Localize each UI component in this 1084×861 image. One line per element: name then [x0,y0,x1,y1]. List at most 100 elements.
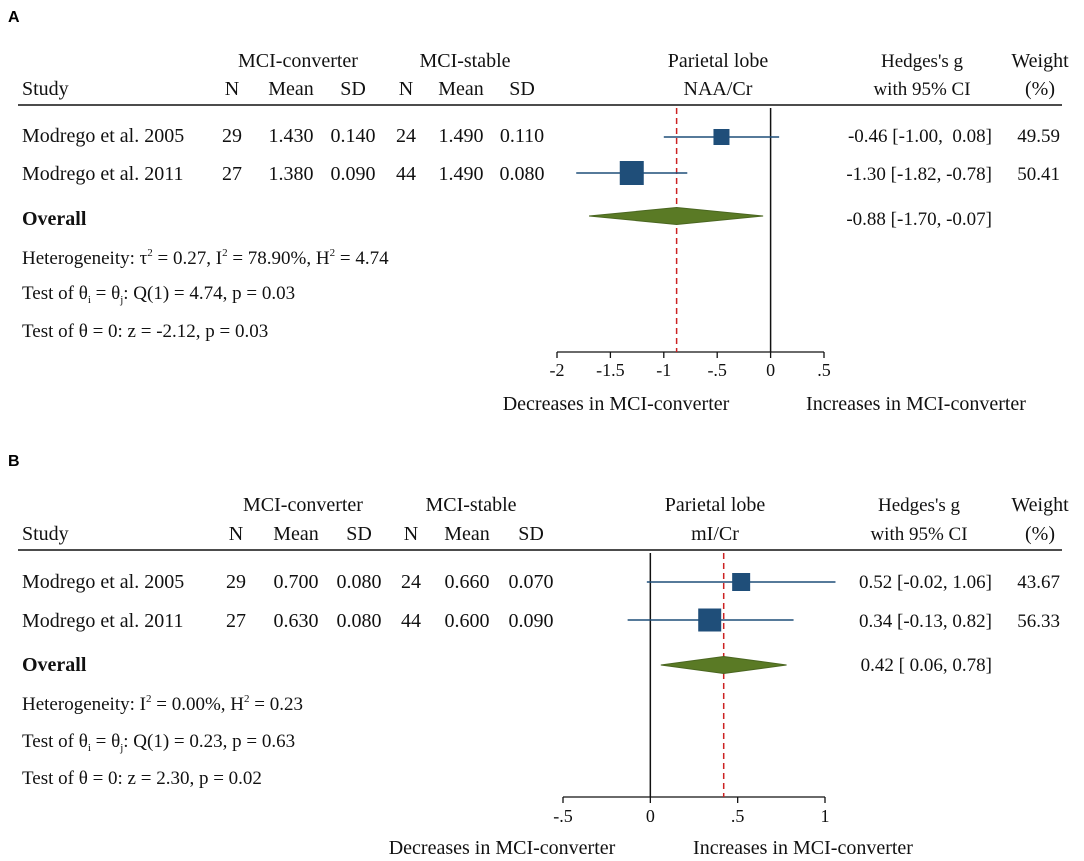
x-tick-label: .5 [731,806,745,826]
stab-sd: 0.080 [500,163,545,185]
effect-header-line1: Hedges's g [878,495,961,516]
col-header-mean: Mean [268,78,314,100]
x-tick-label: 0 [646,806,655,826]
table-row: Modrego et al. 2011 27 1.380 0.090 44 1.… [22,163,1060,185]
col-header-sd: SD [509,78,535,100]
stab-sd: 0.070 [509,571,554,593]
stab-mean: 0.600 [445,610,490,632]
x-label-right: Increases in MCI-converter [806,393,1026,415]
study-name: Modrego et al. 2005 [22,571,184,593]
x-tick-label: -2 [550,360,565,380]
forest-plot-area: -.5 0 .5 1 [553,553,836,826]
q-test-text: Test of θi = θj: Q(1) = 0.23, p = 0.63 [22,731,295,754]
col-header-n: N [225,78,239,100]
stab-sd: 0.090 [509,610,554,632]
conv-n: 29 [222,125,242,147]
conv-n: 27 [222,163,242,185]
table-row: Modrego et al. 2011 27 0.630 0.080 44 0.… [22,610,1060,632]
conv-n: 29 [226,571,246,593]
col-header-sd: SD [340,78,366,100]
panel-a: A MCI-converter MCI-stable Study N Mean … [8,9,1069,415]
stab-mean: 1.490 [439,163,484,185]
effect-ci: 0.52 [-0.02, 1.06] [859,572,992,593]
x-tick-label: -.5 [707,360,727,380]
conv-sd: 0.080 [337,610,382,632]
plot-title-line2: mI/Cr [691,523,739,545]
effect-header-line1: Hedges's g [881,51,964,72]
overall-label: Overall [22,208,87,230]
plot-title-line1: Parietal lobe [665,494,766,516]
q-test-text: Test of θi = θj: Q(1) = 4.74, p = 0.03 [22,283,295,306]
panel-b: B MCI-converter MCI-stable Study N Mean … [8,453,1069,859]
study-name: Modrego et al. 2011 [22,610,183,632]
overall-diamond [660,655,787,675]
plot-title-line1: Parietal lobe [668,50,769,72]
panel-label: A [8,9,20,26]
stab-mean: 1.490 [439,125,484,147]
col-header-study: Study [22,523,69,545]
overall-diamond [588,206,764,226]
x-tick-label: 1 [821,806,830,826]
group-header-converter: MCI-converter [238,50,358,72]
col-header-n: N [399,78,413,100]
col-header-mean: Mean [444,523,490,545]
stab-n: 44 [396,163,416,185]
panel-label: B [8,453,20,470]
weight-header-line1: Weight [1011,494,1069,516]
weight-header-line2: (%) [1025,78,1055,100]
effect-ci: -0.46 [-1.00, 0.08] [848,126,992,147]
weight-value: 43.67 [1017,572,1060,593]
study-marker [713,129,730,145]
col-header-mean: Mean [273,523,319,545]
z-test-text: Test of θ = 0: z = 2.30, p = 0.02 [22,768,262,789]
study-name: Modrego et al. 2005 [22,125,184,147]
effect-ci: -1.30 [-1.82, -0.78] [846,164,992,185]
table-row: Modrego et al. 2005 29 1.430 0.140 24 1.… [22,125,1060,147]
stab-mean: 0.660 [445,571,490,593]
weight-value: 56.33 [1017,611,1060,632]
effect-ci: 0.34 [-0.13, 0.82] [859,611,992,632]
table-row: Modrego et al. 2005 29 0.700 0.080 24 0.… [22,571,1060,593]
conv-sd: 0.140 [331,125,376,147]
conv-sd: 0.090 [331,163,376,185]
effect-header-line2: with 95% CI [870,524,967,545]
x-tick-label: 0 [766,360,775,380]
col-header-study: Study [22,78,69,100]
x-tick-label: -1.5 [596,360,625,380]
weight-value: 49.59 [1017,126,1060,147]
stab-n: 44 [401,610,421,632]
x-label-right: Increases in MCI-converter [693,837,913,859]
study-name: Modrego et al. 2011 [22,163,183,185]
col-header-mean: Mean [438,78,484,100]
conv-mean: 0.700 [274,571,319,593]
x-tick-label: -1 [656,360,671,380]
group-header-stable: MCI-stable [419,50,510,72]
study-marker [732,573,751,591]
effect-header-line2: with 95% CI [873,79,970,100]
plot-title-line2: NAA/Cr [684,78,753,100]
forest-plot-area: -2 -1.5 -1 -.5 0 .5 [550,108,831,380]
weight-value: 50.41 [1017,164,1060,185]
x-tick-label: -.5 [553,806,573,826]
study-marker [619,161,644,185]
overall-effect-ci: 0.42 [ 0.06, 0.78] [861,655,992,676]
conv-mean: 1.430 [269,125,314,147]
col-header-sd: SD [518,523,544,545]
col-header-n: N [229,523,243,545]
stab-n: 24 [401,571,421,593]
group-header-stable: MCI-stable [425,494,516,516]
weight-header-line1: Weight [1011,50,1069,72]
conv-mean: 0.630 [274,610,319,632]
study-marker [698,608,722,632]
weight-header-line2: (%) [1025,523,1055,545]
overall-label: Overall [22,654,87,676]
conv-mean: 1.380 [269,163,314,185]
stab-n: 24 [396,125,416,147]
conv-sd: 0.080 [337,571,382,593]
heterogeneity-text: Heterogeneity: I2 = 0.00%, H2 = 0.23 [22,693,303,715]
group-header-converter: MCI-converter [243,494,363,516]
overall-effect-ci: -0.88 [-1.70, -0.07] [846,209,992,230]
heterogeneity-text: Heterogeneity: τ2 = 0.27, I2 = 78.90%, H… [22,247,389,269]
stab-sd: 0.110 [500,125,544,147]
